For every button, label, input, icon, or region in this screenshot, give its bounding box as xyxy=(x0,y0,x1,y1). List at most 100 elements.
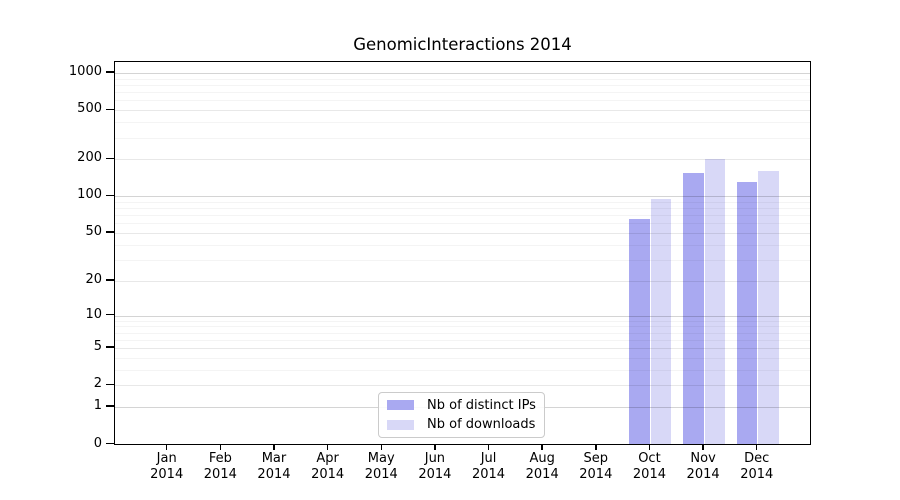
bar-nov-2014-distinct-ips xyxy=(683,173,704,444)
gridline-minor-30 xyxy=(115,259,810,261)
y-tick-mark-100 xyxy=(106,194,114,197)
legend-swatch-downloads xyxy=(387,419,414,430)
y-tick-label-0: 0 xyxy=(93,435,102,451)
legend-swatch-distinct-ips xyxy=(387,400,414,411)
x-tick-year-oct: 2014 xyxy=(632,467,666,482)
x-tick-label-jan: Jan 2014 xyxy=(135,451,199,483)
y-tick-mark-2 xyxy=(106,383,114,386)
y-tick-label-10: 10 xyxy=(85,306,102,322)
gridline-minor-7 xyxy=(115,332,810,334)
gridline-minor-800 xyxy=(115,85,810,87)
gridline-minor-600 xyxy=(115,100,810,102)
y-tick-mark-5 xyxy=(106,346,114,348)
gridline-minor-400 xyxy=(115,122,810,124)
gridline-minor-90 xyxy=(115,201,810,203)
gridline-minor-40 xyxy=(115,244,810,246)
x-tick-mark-feb xyxy=(219,445,222,450)
y-tick-mark-200 xyxy=(106,157,114,160)
bar-oct-2014-downloads xyxy=(650,198,672,444)
gridline-minor-6 xyxy=(115,339,810,341)
x-tick-year-apr: 2014 xyxy=(311,467,345,482)
x-tick-label-nov: Nov 2014 xyxy=(671,451,735,483)
x-tick-mark-sep xyxy=(595,445,597,450)
y-tick-mark-0 xyxy=(106,442,114,445)
x-tick-year-jan: 2014 xyxy=(150,467,184,482)
legend: Nb of distinct IPs Nb of downloads xyxy=(378,392,545,438)
y-tick-mark-50 xyxy=(106,231,114,233)
x-tick-mark-aug xyxy=(541,445,543,450)
y-tick-label-100: 100 xyxy=(77,187,102,203)
gridline-minor-80 xyxy=(115,208,810,210)
bar-dec-2014-downloads xyxy=(758,171,779,444)
gridline-20 xyxy=(115,280,810,282)
x-tick-year-feb: 2014 xyxy=(203,467,237,482)
x-tick-year-mar: 2014 xyxy=(257,467,291,482)
y-tick-mark-20 xyxy=(106,279,114,281)
x-tick-mark-nov xyxy=(702,445,704,450)
x-tick-mark-mar xyxy=(273,445,275,450)
x-tick-mark-jul xyxy=(487,445,490,450)
x-tick-mark-may xyxy=(380,445,382,450)
bar-dec-2014-distinct-ips xyxy=(736,182,758,444)
x-tick-label-oct: Oct 2014 xyxy=(617,451,681,483)
x-tick-mark-jun xyxy=(434,445,436,450)
chart-title: GenomicInteractions 2014 xyxy=(353,35,572,54)
gridline-200 xyxy=(115,159,810,161)
x-tick-year-sep: 2014 xyxy=(579,467,613,482)
legend-label-distinct-ips: Nb of distinct IPs xyxy=(427,397,536,413)
x-tick-mark-jan xyxy=(165,445,168,450)
x-tick-mark-apr xyxy=(326,445,329,450)
gridline-minor-8 xyxy=(115,326,810,328)
gridline-minor-700 xyxy=(115,92,810,94)
x-tick-year-may: 2014 xyxy=(364,467,398,482)
gridline-500 xyxy=(115,110,810,112)
x-tick-label-aug: Aug 2014 xyxy=(510,451,574,483)
x-tick-label-mar: Mar 2014 xyxy=(242,451,306,483)
legend-label-downloads: Nb of downloads xyxy=(427,417,536,433)
gridline-minor-3 xyxy=(115,369,810,371)
x-tick-year-aug: 2014 xyxy=(525,467,559,482)
y-tick-label-50: 50 xyxy=(85,224,102,240)
x-tick-year-jul: 2014 xyxy=(471,467,506,482)
y-tick-label-200: 200 xyxy=(77,150,102,166)
gridline-100 xyxy=(115,196,810,198)
x-tick-label-apr: Apr 2014 xyxy=(296,451,360,483)
x-tick-year-dec: 2014 xyxy=(740,467,774,482)
gridline-minor-300 xyxy=(115,137,810,139)
y-tick-label-5: 5 xyxy=(93,339,102,355)
x-tick-label-dec: Dec 2014 xyxy=(725,451,789,483)
gridline-10 xyxy=(115,315,810,317)
y-tick-mark-500 xyxy=(106,108,114,110)
gridline-minor-70 xyxy=(115,215,810,217)
x-tick-label-jun: Jun 2014 xyxy=(403,451,467,483)
y-tick-label-1: 1 xyxy=(93,398,102,414)
x-tick-label-may: May 2014 xyxy=(349,451,413,483)
x-tick-label-jul: Jul 2014 xyxy=(457,451,521,483)
y-tick-label-500: 500 xyxy=(77,101,102,117)
x-tick-year-nov: 2014 xyxy=(686,467,720,482)
gridline-5 xyxy=(115,348,810,350)
gridline-minor-900 xyxy=(115,78,810,80)
gridline-1000 xyxy=(115,73,810,75)
y-tick-mark-1 xyxy=(106,405,114,407)
y-tick-label-2: 2 xyxy=(93,376,102,392)
y-tick-mark-10 xyxy=(106,313,114,316)
y-tick-label-20: 20 xyxy=(85,271,102,287)
gridline-2 xyxy=(115,385,810,387)
gridline-minor-60 xyxy=(115,223,810,225)
legend-item-downloads: Nb of downloads xyxy=(387,417,544,432)
bar-oct-2014-distinct-ips xyxy=(629,219,650,444)
x-tick-label-feb: Feb 2014 xyxy=(188,451,252,483)
plot-area xyxy=(114,61,811,445)
x-tick-year-jun: 2014 xyxy=(418,467,452,482)
bar-nov-2014-downloads xyxy=(704,158,726,444)
x-tick-label-sep: Sep 2014 xyxy=(564,451,628,483)
gridline-minor-4 xyxy=(115,357,810,359)
y-tick-label-1000: 1000 xyxy=(68,64,102,80)
legend-item-distinct-ips: Nb of distinct IPs xyxy=(387,398,544,413)
gridline-50 xyxy=(115,233,810,235)
x-tick-mark-oct xyxy=(648,445,651,450)
y-tick-mark-1000 xyxy=(106,71,114,73)
x-tick-mark-dec xyxy=(755,445,758,450)
